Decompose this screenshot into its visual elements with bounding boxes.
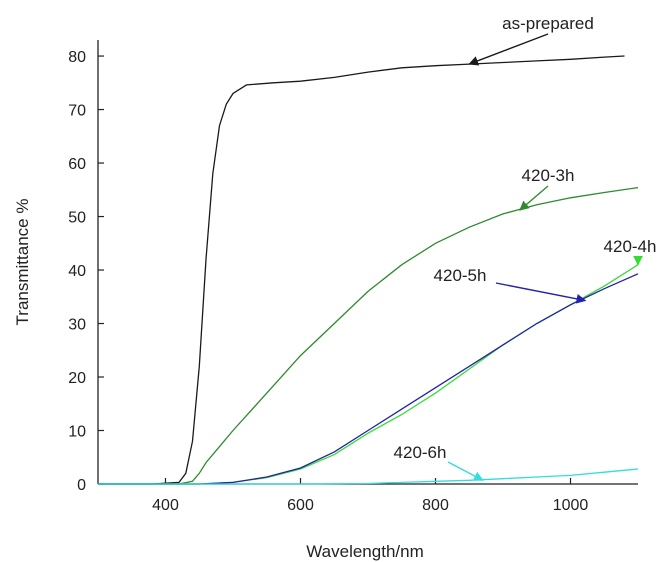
x-tick-label: 600 xyxy=(287,497,314,514)
x-tick-label: 800 xyxy=(422,497,449,514)
annotation-arrow xyxy=(495,282,587,304)
series-line-as-prepared xyxy=(98,55,625,485)
series-line-420-5h xyxy=(98,273,639,485)
series-line-420-3h xyxy=(98,186,639,485)
y-tick-label: 80 xyxy=(68,49,86,66)
x-tick-label: 1000 xyxy=(553,497,589,514)
series-lines xyxy=(98,55,639,485)
y-tick-label: 10 xyxy=(68,424,86,441)
annotation-label-420-5h: 420-5h xyxy=(434,266,487,285)
y-tick-label: 30 xyxy=(68,317,86,334)
series-line-420-6h xyxy=(98,468,639,485)
y-tick-label: 40 xyxy=(68,263,86,280)
ticks: 400 600 800 1000 0 10 20 30 40 50 60 70 80 xyxy=(68,49,588,514)
annotation-arrow xyxy=(447,461,484,481)
annotation-label-420-3h: 420-3h xyxy=(522,166,575,185)
annotation-arrow xyxy=(519,185,549,211)
series-line-420-4h xyxy=(98,264,639,485)
annotation-arrow xyxy=(468,33,549,66)
annotation-label-420-4h: 420-4h xyxy=(604,237,657,256)
y-tick-label: 50 xyxy=(68,210,86,227)
y-tick-label: 70 xyxy=(68,103,86,120)
x-tick-label: 400 xyxy=(152,497,179,514)
annotation-label-420-6h: 420-6h xyxy=(394,443,447,462)
y-tick-label: 0 xyxy=(77,477,86,494)
annotation-label-as-prepared: as-prepared xyxy=(502,14,594,33)
y-tick-label: 60 xyxy=(68,156,86,173)
y-axis-title: Transmittance % xyxy=(13,199,32,326)
axes xyxy=(97,40,638,485)
annotations: as-prepared 420-3h 420-4h 420-5h 420-6h xyxy=(394,14,657,481)
y-tick-label: 20 xyxy=(68,370,86,387)
x-axis-title: Wavelength/nm xyxy=(306,542,423,561)
